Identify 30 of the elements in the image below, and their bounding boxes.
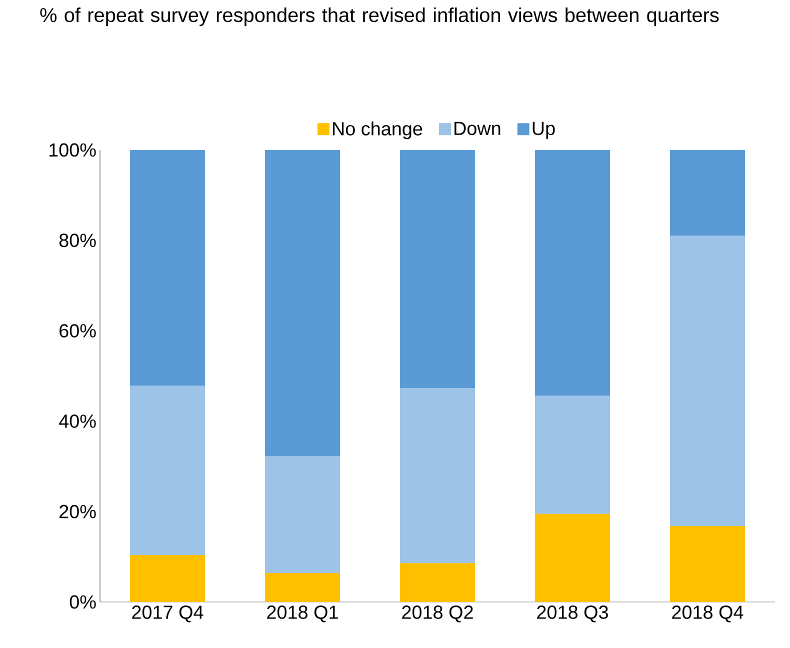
legend-label: Down <box>454 122 500 136</box>
chart-title: % of repeat survey responders that revised inflation views between quarters <box>40 8 719 26</box>
bar <box>130 386 206 555</box>
bar <box>670 236 746 526</box>
bar <box>265 456 340 574</box>
bar <box>265 573 340 602</box>
x-tick-label: 2017 Q4 <box>132 606 204 622</box>
bar <box>535 396 610 514</box>
bar <box>130 150 206 386</box>
x-tick-label: 2018 Q4 <box>672 606 744 622</box>
bar <box>535 150 610 396</box>
y-tick-label: 80% <box>59 234 96 248</box>
y-tick-label: 20% <box>60 504 96 518</box>
x-tick-label: 2018 Q1 <box>267 606 338 622</box>
bar <box>130 554 206 602</box>
bar <box>265 150 340 456</box>
bar <box>400 150 476 388</box>
y-tick-label: 60% <box>60 324 96 338</box>
y-tick-label: 0% <box>70 595 96 609</box>
bar <box>400 563 476 602</box>
y-tick-label: 40% <box>59 414 96 428</box>
bar <box>400 388 476 564</box>
bar <box>670 150 746 236</box>
x-tick-label: 2018 Q2 <box>402 606 473 622</box>
legend-label: No change <box>332 122 422 140</box>
legend-label: Up <box>532 122 555 139</box>
bar <box>670 526 746 602</box>
y-tick-label: 100% <box>50 143 96 157</box>
x-tick-label: 2018 Q3 <box>537 606 608 622</box>
bar <box>535 514 610 602</box>
